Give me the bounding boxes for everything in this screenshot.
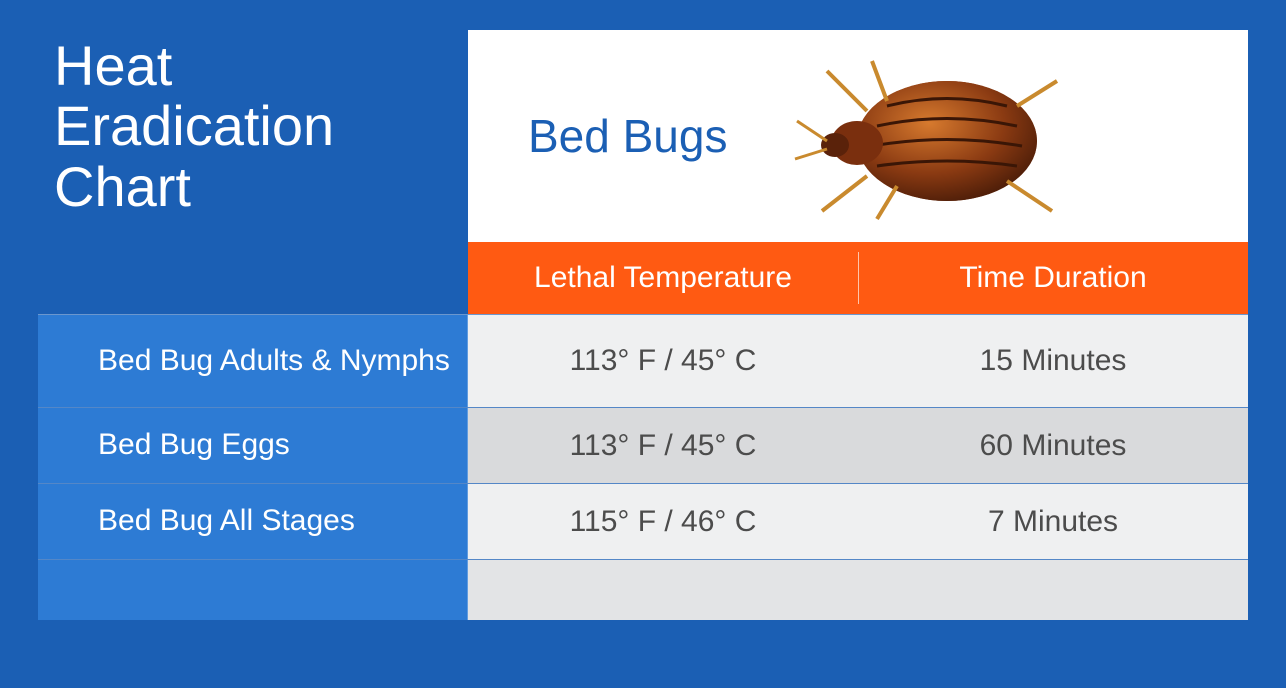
cell-temperature: 113° F / 45° C (468, 408, 858, 483)
table-body: Bed Bug Adults & Nymphs 113° F / 45° C 1… (38, 314, 1248, 620)
row-label-text: Bed Bug All Stages (98, 504, 355, 539)
subject-panel: Bed Bugs (468, 30, 1248, 242)
row-label: Bed Bug Eggs (38, 408, 468, 483)
cell-empty (468, 560, 858, 620)
row-label-text: Bed Bug Eggs (98, 428, 290, 463)
table-row: Bed Bug Adults & Nymphs 113° F / 45° C 1… (38, 314, 1248, 408)
cell-duration: 60 Minutes (858, 408, 1248, 483)
row-label: Bed Bug Adults & Nymphs (38, 315, 468, 407)
column-header-duration: Time Duration (858, 242, 1248, 314)
cell-duration: 7 Minutes (858, 484, 1248, 559)
cell-empty (858, 560, 1248, 620)
table-row: Bed Bug All Stages 115° F / 46° C 7 Minu… (38, 484, 1248, 560)
page-title: HeatEradicationChart (54, 36, 334, 217)
subject-heading: Bed Bugs (528, 109, 727, 163)
table-header-row: Lethal Temperature Time Duration (468, 242, 1248, 314)
row-label-text: Bed Bug Adults & Nymphs (98, 344, 450, 379)
cell-temperature: 115° F / 46° C (468, 484, 858, 559)
cell-temperature: 113° F / 45° C (468, 315, 858, 407)
column-header-temperature: Lethal Temperature (468, 242, 858, 314)
row-label: Bed Bug All Stages (38, 484, 468, 559)
table-row: Bed Bug Eggs 113° F / 45° C 60 Minutes (38, 408, 1248, 484)
row-label-empty (38, 560, 468, 620)
bed-bug-icon (757, 51, 1067, 221)
cell-duration: 15 Minutes (858, 315, 1248, 407)
table-row-empty (38, 560, 1248, 620)
